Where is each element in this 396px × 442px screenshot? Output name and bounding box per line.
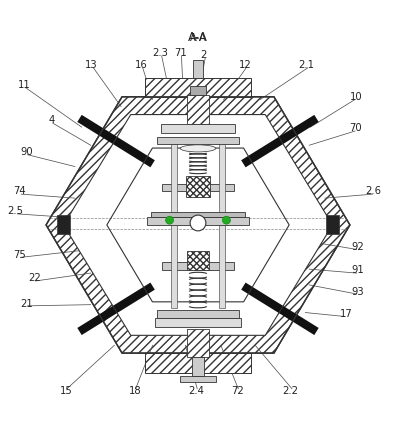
Bar: [147, 217, 249, 225]
Bar: [162, 184, 234, 191]
Text: 70: 70: [350, 123, 362, 133]
Text: 17: 17: [340, 309, 352, 319]
Polygon shape: [63, 114, 333, 335]
Bar: [156, 310, 240, 318]
Text: 91: 91: [351, 265, 364, 275]
Bar: [145, 78, 251, 98]
Text: 12: 12: [239, 60, 252, 70]
Text: 2.5: 2.5: [8, 206, 24, 216]
Text: 15: 15: [59, 386, 72, 396]
Text: 2.1: 2.1: [299, 60, 314, 70]
Bar: [160, 124, 236, 133]
Bar: [192, 357, 204, 377]
Bar: [154, 319, 242, 327]
Polygon shape: [46, 97, 350, 353]
Bar: [150, 212, 246, 217]
Text: 13: 13: [85, 60, 98, 70]
Text: 72: 72: [231, 386, 244, 396]
Text: 22: 22: [28, 273, 41, 283]
Bar: [57, 216, 70, 234]
Bar: [187, 95, 209, 124]
Text: 4: 4: [49, 115, 55, 126]
Bar: [156, 137, 240, 144]
Circle shape: [190, 215, 206, 231]
Circle shape: [223, 216, 230, 224]
Bar: [190, 86, 206, 95]
Text: 71: 71: [174, 48, 187, 58]
Text: 93: 93: [352, 287, 364, 297]
Bar: [219, 142, 225, 308]
Bar: [326, 216, 339, 234]
Ellipse shape: [180, 145, 216, 152]
Text: A-A: A-A: [188, 31, 208, 44]
Bar: [186, 175, 210, 197]
Bar: [187, 329, 209, 357]
Circle shape: [166, 216, 173, 224]
Bar: [171, 142, 177, 308]
Bar: [145, 354, 251, 373]
Bar: [180, 377, 216, 382]
Bar: [193, 60, 203, 78]
Text: 74: 74: [13, 187, 26, 196]
Bar: [187, 251, 209, 271]
Text: 2.3: 2.3: [152, 48, 168, 58]
Text: 16: 16: [134, 60, 147, 70]
Text: 2.6: 2.6: [366, 187, 382, 196]
Text: 92: 92: [351, 242, 364, 251]
Bar: [162, 263, 234, 270]
Text: 11: 11: [18, 80, 31, 90]
Text: 2: 2: [201, 50, 207, 60]
Text: 18: 18: [129, 386, 141, 396]
Text: A-A: A-A: [190, 33, 206, 42]
Text: 21: 21: [20, 299, 33, 309]
Text: 2.4: 2.4: [188, 386, 204, 396]
Text: 2.2: 2.2: [283, 386, 299, 396]
Text: 10: 10: [350, 91, 362, 102]
Text: 75: 75: [13, 250, 26, 259]
Text: 90: 90: [20, 147, 32, 157]
